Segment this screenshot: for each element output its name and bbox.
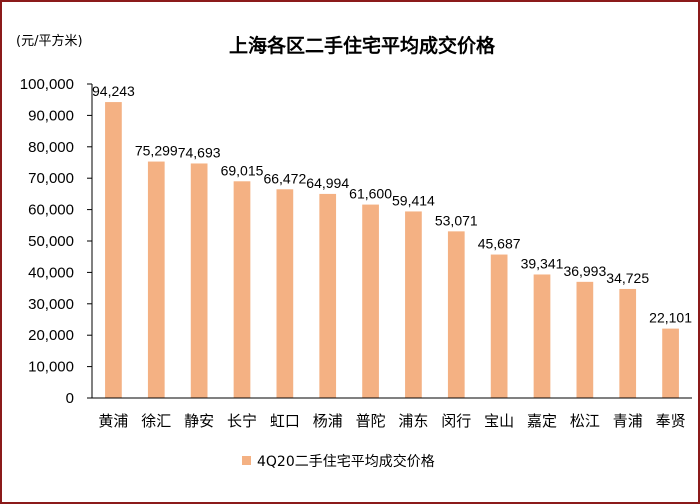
y-tick-label: 50,000 <box>28 233 74 250</box>
data-label: 74,693 <box>178 144 221 160</box>
bar <box>190 163 208 398</box>
data-label: 34,725 <box>606 270 649 286</box>
data-label: 36,993 <box>563 263 606 279</box>
y-tick-label: 80,000 <box>28 139 74 156</box>
category-label: 松江 <box>570 412 600 430</box>
data-label: 61,600 <box>349 186 392 202</box>
category-label: 奉贤 <box>656 412 686 430</box>
data-label: 66,472 <box>263 170 306 186</box>
data-label: 75,299 <box>135 143 178 159</box>
category-label: 浦东 <box>398 412 428 430</box>
category-label: 长宁 <box>227 412 257 430</box>
y-tick-label: 40,000 <box>28 264 74 281</box>
bar <box>405 211 422 398</box>
data-label: 64,994 <box>306 175 349 191</box>
legend-label: 4Q20二手住宅平均成交价格 <box>257 453 435 470</box>
y-tick-label: 0 <box>66 390 74 407</box>
category-label: 青浦 <box>613 412 643 430</box>
category-label: 虹口 <box>270 412 300 430</box>
bar <box>490 254 508 398</box>
data-label: 69,015 <box>221 162 264 178</box>
category-label: 静安 <box>184 412 214 430</box>
bar <box>447 231 465 398</box>
y-tick-label: 20,000 <box>28 327 74 344</box>
bar <box>105 102 122 399</box>
y-tick-label: 10,000 <box>28 359 74 376</box>
bar <box>147 161 165 398</box>
category-label: 嘉定 <box>527 412 557 430</box>
bar <box>576 281 594 398</box>
y-tick-label: 90,000 <box>28 107 74 124</box>
legend: 4Q20二手住宅平均成交价格 <box>242 453 435 470</box>
data-label: 45,687 <box>478 236 521 252</box>
bar <box>362 204 379 398</box>
category-label: 杨浦 <box>313 412 343 430</box>
unit-label: (元/平方米) <box>16 33 83 49</box>
y-tick-label: 30,000 <box>28 296 74 313</box>
data-label: 39,341 <box>521 255 564 271</box>
data-label: 59,414 <box>392 192 435 208</box>
category-label: 闵行 <box>441 412 471 430</box>
y-tick-label: 70,000 <box>28 170 74 187</box>
data-label: 22,101 <box>649 310 692 326</box>
category-label: 宝山 <box>484 412 514 430</box>
data-label: 53,071 <box>435 212 478 228</box>
bar <box>662 328 679 398</box>
bar <box>233 181 251 398</box>
y-tick-label: 60,000 <box>28 202 74 219</box>
chart-title: 上海各区二手住宅平均成交价格 <box>229 34 496 57</box>
bar <box>276 189 294 398</box>
category-label: 徐汇 <box>141 412 171 430</box>
category-label: 普陀 <box>356 412 386 430</box>
bar <box>319 193 337 398</box>
bar <box>533 274 551 398</box>
legend-swatch <box>242 456 251 465</box>
y-tick-label: 100,000 <box>20 76 74 93</box>
x-axis: 黄浦 徐汇 静安 长宁 虹口 杨浦 普陀 浦东 闵行 宝山 嘉定 松江 青浦 奉贤 <box>92 397 692 430</box>
category-label: 黄浦 <box>98 412 128 430</box>
y-axis: 0 10,000 20,000 30,000 40,000 50,000 60,000 70,… <box>20 76 93 407</box>
data-label: 94,243 <box>92 83 135 99</box>
bar <box>619 288 637 398</box>
